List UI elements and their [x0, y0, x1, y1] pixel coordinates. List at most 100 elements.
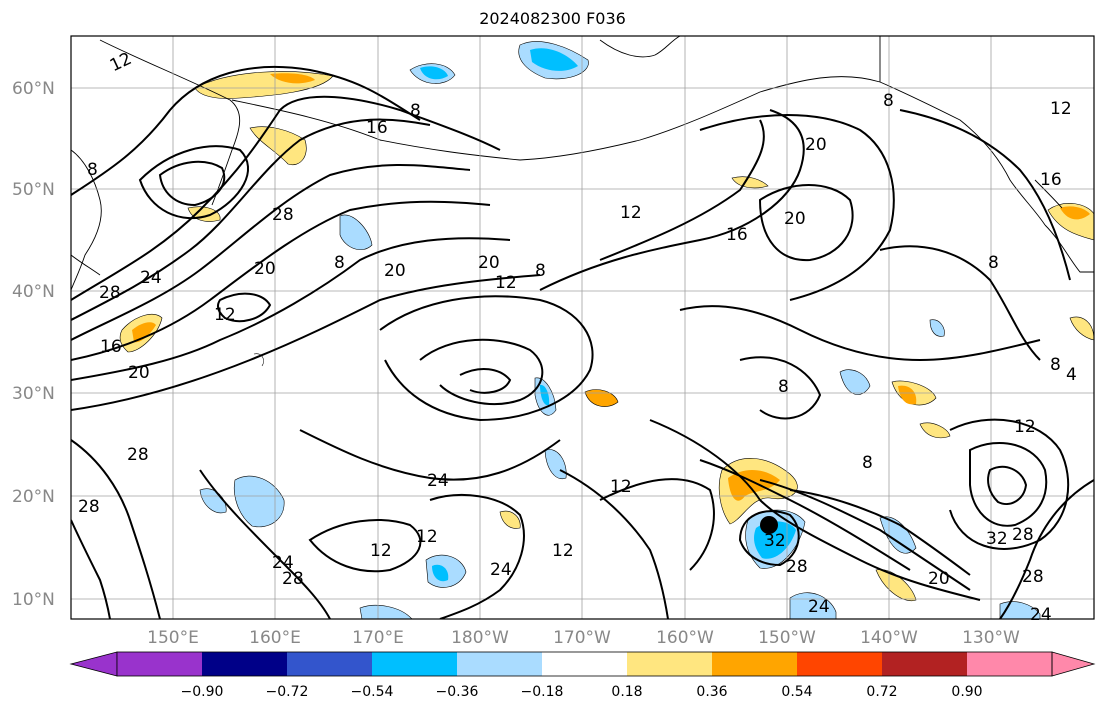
contour-label: 12	[107, 49, 135, 76]
colorbar-frame	[116, 651, 1053, 677]
storm-center-marker	[760, 516, 778, 534]
colorbar-bin	[372, 652, 457, 676]
colorbar-bin	[202, 652, 287, 676]
contour-label: 32	[986, 529, 1008, 549]
contour-label: 12	[610, 477, 632, 497]
shade-patch	[233, 475, 285, 528]
colorbar: −0.90 −0.72 −0.54 −0.36 −0.18 0.18 0.36 …	[69, 651, 1096, 700]
shading-layer	[119, 41, 1094, 619]
shade-patch	[420, 66, 448, 80]
shade-patch	[187, 206, 221, 222]
shade-patch	[929, 319, 945, 337]
shade-patch	[839, 369, 871, 395]
contour-label: 28	[127, 445, 149, 465]
contour-label: 20	[784, 209, 806, 229]
colorbar-tick-label: 0.72	[866, 684, 897, 700]
colorbar-tick-label: −0.36	[436, 684, 479, 700]
contour-label: 24	[808, 597, 830, 617]
colorbar-bin	[287, 652, 372, 676]
shade-patch	[432, 564, 449, 582]
shade-patch	[919, 422, 951, 439]
contour-label: 28	[786, 557, 808, 577]
colorbar-bin	[882, 652, 967, 676]
colorbar-tick-label: −0.18	[521, 684, 564, 700]
colorbar-extend-high	[1051, 651, 1096, 677]
longitude-labels: 150°E 160°E 170°E 180°W 170°W 160°W 150°…	[147, 628, 1020, 648]
lat-label: 10°N	[12, 590, 55, 610]
contour-label: 28	[272, 205, 294, 225]
contour-label: 16	[100, 337, 122, 357]
lon-label: 150°E	[147, 628, 199, 648]
contour-label-layer: 12 8 16 8 12 20 8 16 28 24 20 28 20 20 1…	[78, 49, 1077, 625]
colorbar-bin	[797, 652, 882, 676]
shade-patch	[132, 322, 156, 343]
colorbar-tick-label: 0.36	[696, 684, 727, 700]
lon-label: 140°W	[860, 628, 918, 648]
colorbar-bin	[967, 652, 1052, 676]
shade-patch	[530, 48, 578, 71]
contour-label: 8	[87, 160, 98, 180]
contour-label: 16	[1040, 170, 1062, 190]
contour-label: 20	[128, 363, 150, 383]
contour-label: 28	[282, 569, 304, 589]
colorbar-bin	[712, 652, 797, 676]
contour-label: 12	[1050, 99, 1072, 119]
contour-label: 28	[1012, 525, 1034, 545]
contour-label: 28	[1022, 567, 1044, 587]
contour-label: 8	[862, 453, 873, 473]
contour-label: 8	[334, 253, 345, 273]
colorbar-tick-label: −0.90	[181, 684, 224, 700]
contour-label: 20	[478, 253, 500, 273]
shade-patch	[999, 601, 1041, 619]
contour-label: 12	[495, 273, 517, 293]
colorbar-tick-label: 0.54	[781, 684, 812, 700]
lat-label: 50°N	[12, 180, 55, 200]
shade-patch	[875, 569, 917, 602]
contour-label: 12	[552, 541, 574, 561]
contour-label: 12	[214, 305, 236, 325]
shade-patch	[898, 385, 917, 405]
contour-label: 20	[254, 259, 276, 279]
lon-label: 170°E	[352, 628, 404, 648]
colorbar-bin	[117, 652, 202, 676]
map-title: 2024082300 F036	[479, 9, 626, 28]
lat-label: 30°N	[12, 384, 55, 404]
shade-patch	[249, 126, 307, 166]
shade-patch	[1069, 316, 1094, 341]
contour-label: 12	[416, 527, 438, 547]
contour-label: 8	[988, 253, 999, 273]
lat-label: 20°N	[12, 487, 55, 507]
shade-patch	[540, 384, 550, 406]
contour-label: 24	[272, 553, 294, 573]
shade-patch	[584, 389, 619, 407]
contour-label: 8	[778, 377, 789, 397]
contour-label: 32	[764, 531, 786, 551]
shade-patch	[339, 214, 373, 250]
colorbar-extend-low	[69, 651, 118, 677]
colorbar-tick-label: −0.72	[266, 684, 309, 700]
shade-patch	[194, 71, 334, 99]
contour-label: 24	[1030, 605, 1052, 625]
contour-label: 8	[535, 261, 546, 281]
contour-label: 12	[370, 541, 392, 561]
latitude-labels: 60°N 50°N 40°N 30°N 20°N 10°N	[12, 79, 55, 610]
contour-lines	[71, 66, 1094, 619]
contour-label: 8	[1050, 355, 1061, 375]
contour-label: 24	[140, 268, 162, 288]
contour-label: 28	[99, 283, 121, 303]
contour-label: 12	[620, 203, 642, 223]
contour-label: 16	[366, 118, 388, 138]
colorbar-tick-label: −0.54	[351, 684, 394, 700]
contour-label: 12	[1014, 417, 1036, 437]
contour-label: 8	[410, 101, 421, 121]
plot-frame	[70, 35, 1095, 620]
colorbar-bin	[542, 652, 627, 676]
shade-patch	[1060, 206, 1090, 220]
shade-patch	[731, 176, 769, 189]
shade-patch	[199, 488, 227, 514]
contour-label: 4	[1066, 365, 1077, 385]
shade-patch	[253, 353, 264, 367]
lon-label: 160°E	[249, 628, 301, 648]
contour-label: 8	[883, 91, 894, 111]
